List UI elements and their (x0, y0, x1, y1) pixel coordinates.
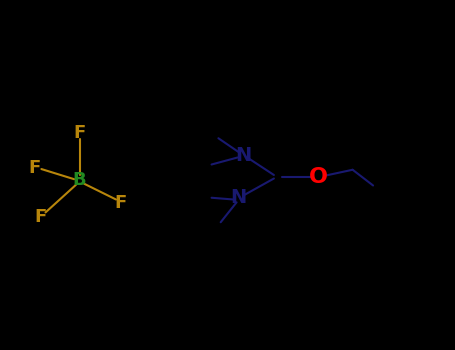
Text: F: F (35, 208, 47, 226)
Text: F: F (74, 124, 86, 142)
Text: O: O (309, 167, 328, 187)
Text: F: F (115, 194, 126, 212)
Text: N: N (231, 188, 247, 207)
Text: B: B (73, 171, 86, 189)
Text: F: F (28, 159, 40, 177)
Text: N: N (235, 146, 252, 165)
